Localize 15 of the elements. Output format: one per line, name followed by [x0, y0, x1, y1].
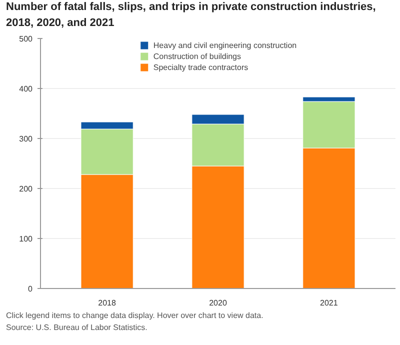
- legend-label: Specialty trade contractors: [153, 62, 248, 72]
- x-tick-label: 2018: [98, 298, 117, 308]
- y-tick-label: 300: [19, 134, 34, 144]
- y-tick-label: 200: [19, 184, 34, 194]
- text: Click legend items to change data display. Hover over chart to view data.: [6, 311, 264, 320]
- y-tick-label: 500: [19, 34, 34, 44]
- legend-label: Heavy and civil engineering construction: [153, 40, 297, 50]
- source-note: Source: U.S. Bureau of Labor Statistics.: [6, 322, 148, 332]
- y-tick-label: 0: [28, 284, 34, 294]
- y-tick-label: 100: [19, 234, 34, 244]
- x-tick-label: 2020: [209, 298, 228, 308]
- legend-label: Construction of buildings: [153, 52, 242, 61]
- chart-title: Number of fatal falls, slips, and trips in private construction industries, 2018, 2020, and 2021: [6, 0, 377, 31]
- x-tick-label: 2021: [320, 298, 338, 308]
- y-tick-label: 400: [19, 84, 34, 94]
